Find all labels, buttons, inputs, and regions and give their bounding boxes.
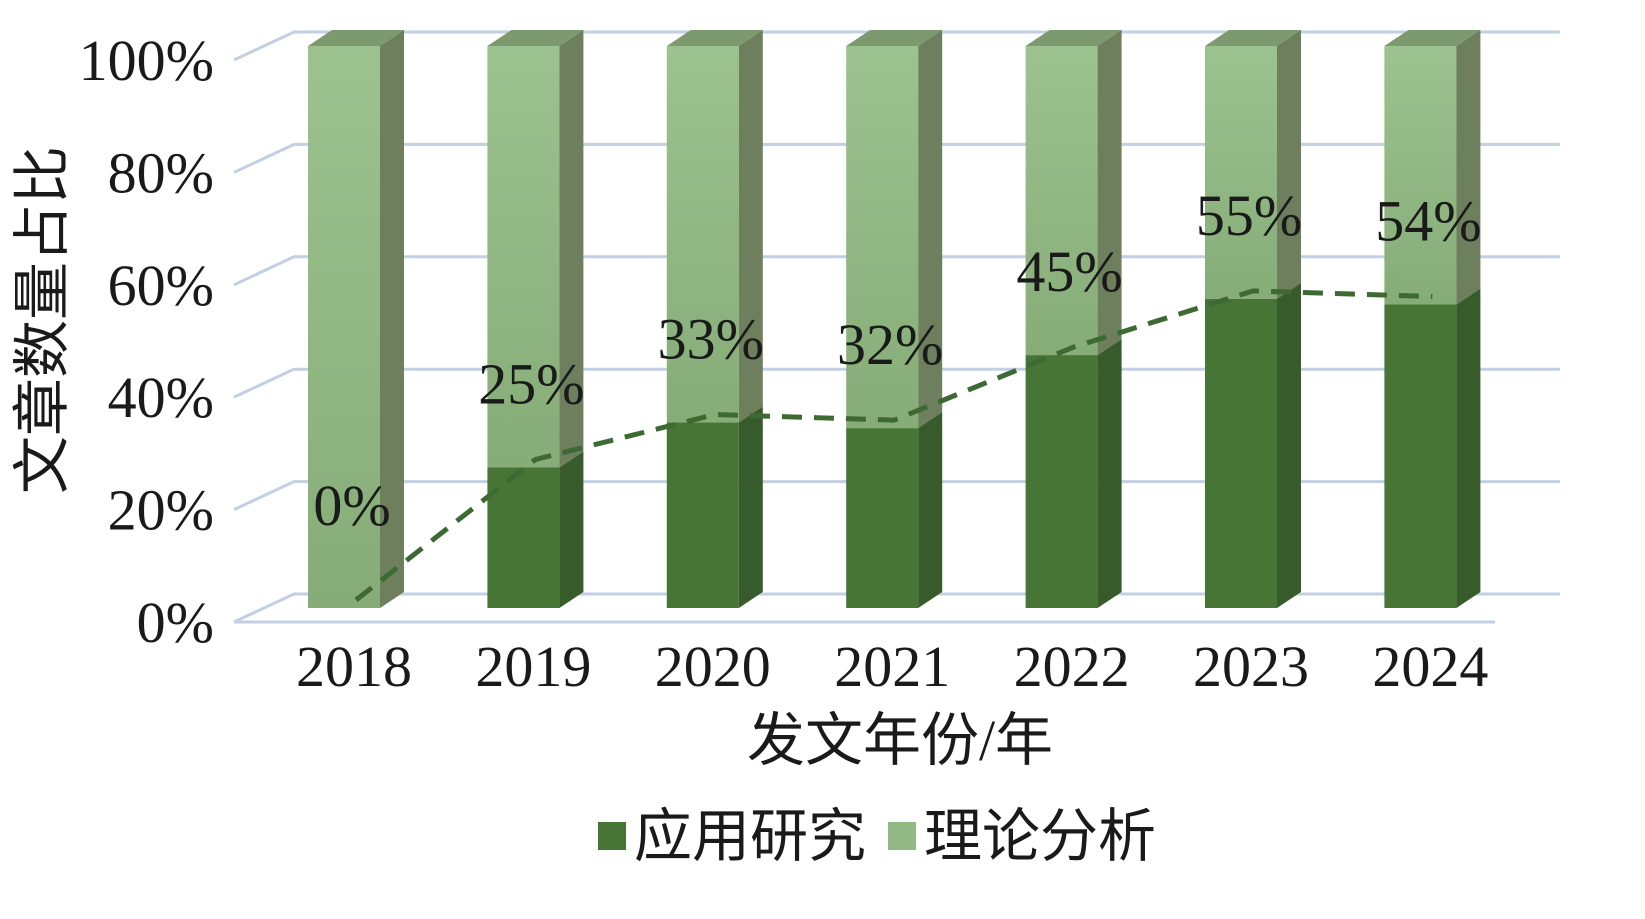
bar-theory-top-2024 [1384, 30, 1481, 46]
legend-swatch [598, 822, 626, 850]
bar-theory-side-2024 [1456, 30, 1481, 305]
legend-label: 理论分析 [924, 804, 1156, 869]
bar-applied-side-2023 [1277, 282, 1301, 608]
gridline [233, 255, 1560, 287]
bar-theory-top-2020 [666, 30, 763, 46]
bar-theory-top-2021 [846, 30, 943, 46]
x-tick-label-2020: 2020 [655, 634, 771, 699]
y-tick-label: 100% [79, 28, 214, 93]
legend-item-theory: 理论分析 [888, 804, 1156, 869]
x-tick-label-2019: 2019 [475, 634, 591, 699]
data-label-2024: 54% [1375, 189, 1481, 254]
y-tick-label: 0% [137, 590, 214, 655]
bar-applied-2022 [1025, 355, 1098, 608]
bar-theory-2024 [1384, 46, 1457, 305]
x-tick-label-2018: 2018 [296, 634, 412, 699]
bar-applied-2023 [1205, 298, 1277, 608]
y-tick-label: 40% [108, 365, 214, 430]
legend-item-applied: 应用研究 [598, 804, 866, 869]
bar-applied-side-2021 [918, 412, 943, 608]
gridline [233, 592, 1560, 624]
trend-line [354, 288, 1433, 602]
legend-swatch [888, 822, 916, 850]
bar-theory-top-2022 [1025, 30, 1122, 46]
bar-theory-2019 [487, 46, 560, 468]
axis-layer: 0% 20% 40% 60% 80% 100% 2018 2019 2020 2021 2022 20… [10, 28, 1488, 773]
y-tick-label: 60% [108, 253, 214, 318]
bar-theory-side-2019 [559, 30, 584, 468]
gridline [233, 142, 1560, 174]
bar-theory-top-2018 [308, 30, 404, 46]
bar-applied-side-2022 [1097, 339, 1122, 608]
bar-applied-2019 [487, 467, 560, 608]
bar-applied-side-2019 [559, 451, 584, 608]
bar-applied-2024 [1384, 304, 1457, 608]
x-axis-title: 发文年份/年 [747, 708, 1053, 773]
bar-theory-side-2020 [738, 30, 763, 423]
bar-theory-2023 [1205, 46, 1277, 299]
bar-theory-2018 [308, 46, 380, 608]
data-label-2023: 55% [1196, 183, 1302, 248]
bar-theory-side-2022 [1097, 30, 1122, 356]
bar-theory-2021 [846, 46, 919, 429]
gridline [233, 480, 1560, 511]
y-axis-title: 文章数量占比 [10, 146, 75, 494]
gridline [233, 30, 1560, 62]
x-tick-label-2024: 2024 [1372, 634, 1488, 699]
bar-applied-2021 [846, 428, 919, 608]
label-layer: 0% 25% 33% 32% 45% 55% 54% [313, 183, 1481, 538]
bar-theory-side-2023 [1277, 30, 1301, 299]
gridline [233, 367, 1560, 399]
data-label-2018: 0% [313, 473, 390, 538]
y-tick-label: 80% [108, 140, 214, 205]
legend-label: 应用研究 [634, 804, 866, 869]
bar-theory-side-2018 [380, 30, 404, 608]
data-label-2019: 25% [478, 352, 584, 417]
bar-theory-2020 [666, 46, 739, 423]
bar-theory-side-2021 [918, 30, 943, 429]
bar-layer [308, 30, 1481, 608]
y-tick-label: 20% [108, 478, 214, 543]
grid-layer [233, 30, 1560, 624]
bar-theory-top-2019 [487, 30, 584, 46]
x-tick-label-2021: 2021 [834, 634, 950, 699]
data-label-2021: 32% [837, 312, 943, 377]
bar-applied-side-2020 [738, 406, 763, 608]
bar-theory-top-2023 [1205, 30, 1301, 46]
trend-line-layer [354, 288, 1433, 602]
x-tick-label-2023: 2023 [1193, 634, 1309, 699]
data-label-2022: 45% [1016, 239, 1122, 304]
data-label-2020: 33% [658, 307, 764, 372]
bar-theory-2022 [1025, 46, 1098, 356]
bar-applied-side-2024 [1456, 288, 1481, 608]
x-tick-label-2022: 2022 [1014, 634, 1130, 699]
legend: 应用研究 理论分析 [598, 804, 1156, 869]
bar-applied-2020 [666, 422, 739, 608]
